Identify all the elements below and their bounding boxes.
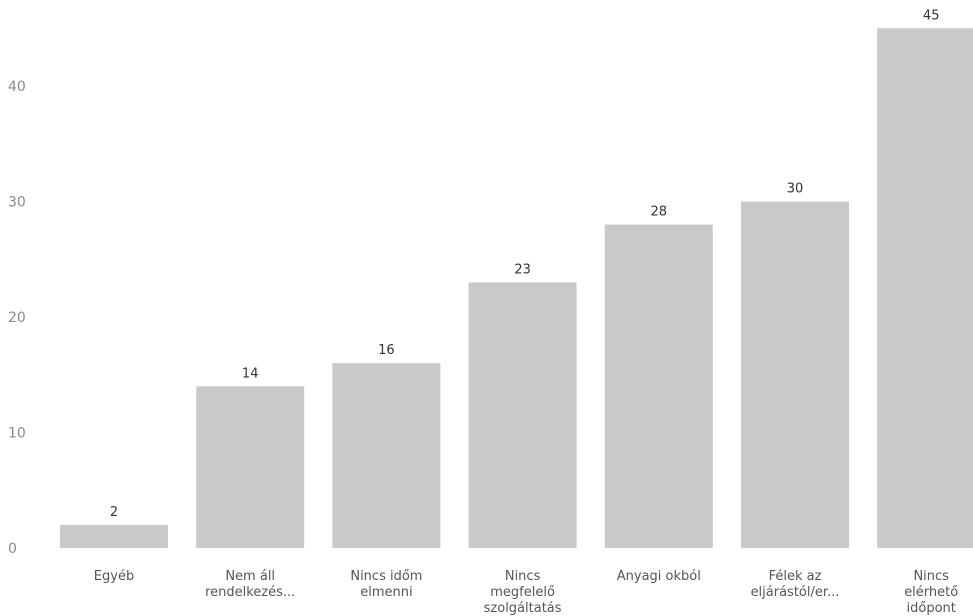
- y-tick-label: 0: [8, 541, 17, 557]
- bar: [741, 201, 849, 548]
- x-tick-label-line: időpont: [907, 601, 956, 616]
- x-tick-label: Nincs időm elmenni: [350, 569, 422, 600]
- bar: [332, 363, 441, 548]
- bar: [877, 28, 973, 548]
- bar: [604, 224, 713, 548]
- y-tick-label: 20: [8, 310, 26, 326]
- x-tick-label-line: elmenni: [360, 585, 412, 600]
- x-tick-label: Félek az eljárástól/er...: [751, 569, 840, 600]
- data-labels: 2 14 16 23 28 30 45: [110, 8, 940, 520]
- x-tick-label-line: Nem áll: [225, 569, 275, 584]
- bar: [196, 386, 305, 548]
- data-label: 14: [242, 366, 259, 381]
- x-tick-label-line: rendelkezés...: [205, 585, 295, 600]
- y-tick-label: 30: [8, 195, 26, 211]
- y-axis: 0 10 20 30 40: [8, 79, 26, 557]
- x-tick-label: Nincs elérhető időpont: [904, 569, 958, 616]
- bar: [468, 282, 577, 548]
- x-tick-label-line: megfelelő: [490, 585, 555, 600]
- x-tick-label-line: Egyéb: [94, 569, 134, 584]
- y-tick-label: 10: [8, 426, 26, 442]
- data-label: 28: [651, 205, 668, 220]
- x-tick-label-line: elérhető: [904, 585, 958, 600]
- x-tick-label-line: Anyagi okból: [617, 569, 701, 584]
- x-tick-label: Nincs megfelelő szolgáltatás: [484, 569, 562, 616]
- data-label: 45: [923, 8, 940, 23]
- x-tick-label-line: Nincs: [913, 569, 949, 584]
- x-axis-labels: Egyéb Nem áll rendelkezés... Nincs időm elme…: [94, 569, 958, 616]
- x-tick-label: Egyéb: [94, 569, 134, 584]
- data-label: 30: [787, 182, 804, 197]
- x-tick-label-line: eljárástól/er...: [751, 585, 840, 600]
- x-tick-label-line: Nincs időm: [350, 569, 422, 584]
- bar: [60, 524, 168, 548]
- x-tick-label-line: Nincs: [505, 569, 541, 584]
- x-tick-label-line: Félek az: [769, 569, 822, 584]
- y-tick-label: 40: [8, 79, 26, 95]
- bars: [60, 28, 973, 548]
- data-label: 2: [110, 505, 118, 520]
- x-tick-label: Nem áll rendelkezés...: [205, 569, 295, 600]
- x-tick-label: Anyagi okból: [617, 569, 701, 584]
- x-tick-label-line: szolgáltatás: [484, 601, 562, 616]
- data-label: 23: [514, 262, 531, 277]
- data-label: 16: [378, 343, 395, 358]
